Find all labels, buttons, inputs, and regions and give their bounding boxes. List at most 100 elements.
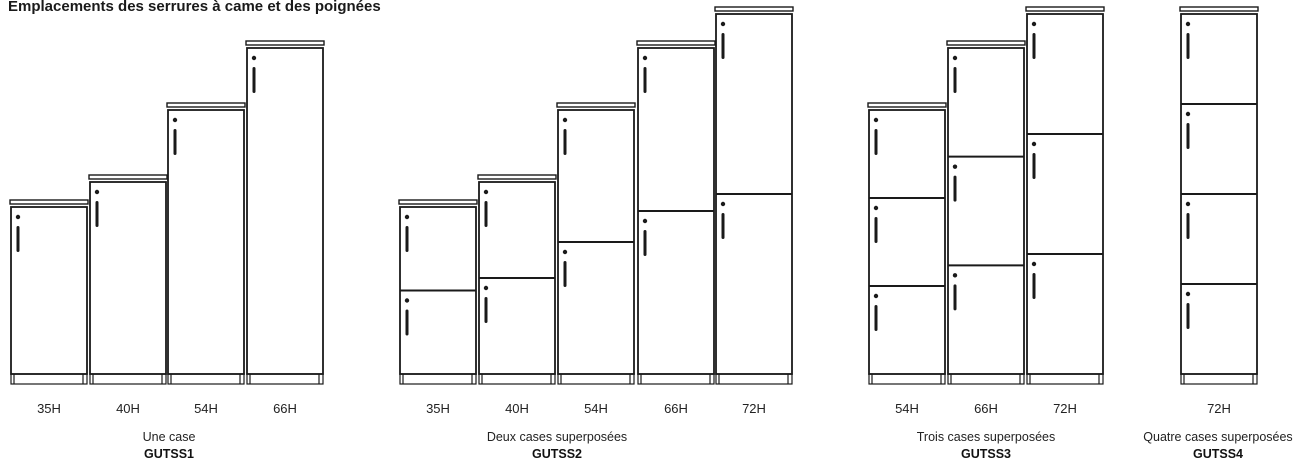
locker-top-cap (477, 174, 557, 180)
height-label: 35H (426, 401, 450, 416)
group-code: GUTSS3 (961, 447, 1011, 461)
locker-top-cap (9, 199, 89, 205)
group-description: Une case (143, 430, 196, 444)
door-handle-icon (484, 201, 488, 227)
locker-body (246, 47, 324, 375)
locker-body (1026, 13, 1104, 375)
locker-body (947, 47, 1025, 375)
locker-66h (245, 40, 325, 385)
height-label: 66H (273, 401, 297, 416)
cam-lock-icon (483, 285, 489, 291)
locker-top-cap (1179, 6, 1259, 12)
door-handle-icon (643, 230, 647, 256)
locker-group-gutss4: 72H Quatre cases superposées GUTSS4 (1143, 6, 1293, 461)
door-handle-icon (721, 33, 725, 59)
locker-35h (9, 199, 89, 385)
cam-lock-icon (1031, 141, 1037, 147)
locker-35h (398, 199, 478, 385)
locker-group-gutss1: 35H 40H 54H 66H Une case GUTSS1 (9, 40, 325, 461)
door-handle-icon (874, 217, 878, 243)
cam-lock-icon (642, 55, 648, 61)
locker-top-cap (556, 102, 636, 108)
locker-body (167, 109, 245, 375)
height-label: 40H (116, 401, 140, 416)
page-title: Emplacements des serrures à came et des … (8, 0, 381, 15)
locker-top-cap (946, 40, 1026, 46)
locker-40h (88, 174, 168, 385)
cam-lock-icon (642, 218, 648, 224)
door-handle-icon (252, 67, 256, 93)
height-label: 40H (505, 401, 529, 416)
locker-base (399, 373, 477, 385)
group-code: GUTSS2 (532, 447, 582, 461)
cam-lock-icon (1185, 21, 1191, 27)
door-handle-icon (563, 129, 567, 155)
cam-lock-icon (720, 201, 726, 207)
door-handle-icon (1032, 273, 1036, 299)
cam-lock-icon (1185, 111, 1191, 117)
locker-body (10, 206, 88, 375)
cam-lock-icon (172, 117, 178, 123)
door-handle-icon (874, 305, 878, 331)
door-handle-icon (1186, 303, 1190, 329)
cam-lock-icon (15, 214, 21, 220)
cam-lock-icon (404, 298, 410, 303)
locker-base (715, 373, 793, 385)
door-handle-icon (953, 175, 957, 202)
locker-base (1180, 373, 1258, 385)
door-handle-icon (173, 129, 177, 155)
locker-body (868, 109, 946, 375)
locker-54h (556, 102, 636, 385)
cam-lock-icon (94, 189, 100, 195)
locker-base (10, 373, 88, 385)
locker-top-cap (867, 102, 947, 108)
height-label: 66H (974, 401, 998, 416)
door-handle-icon (16, 226, 20, 252)
height-label: 54H (895, 401, 919, 416)
locker-66h (946, 40, 1026, 385)
locker-top-cap (1025, 6, 1105, 12)
height-label: 72H (742, 401, 766, 416)
cam-lock-icon (483, 189, 489, 195)
cam-lock-icon (562, 117, 568, 123)
door-handle-icon (953, 67, 957, 93)
door-handle-icon (1032, 153, 1036, 179)
locker-base (557, 373, 635, 385)
cam-lock-icon (873, 205, 879, 211)
group-description: Deux cases superposées (487, 430, 627, 444)
locker-base (246, 373, 324, 385)
door-handle-icon (95, 201, 99, 227)
cam-lock-icon (1185, 291, 1191, 297)
locker-base (167, 373, 245, 385)
locker-66h (636, 40, 716, 385)
locker-top-cap (636, 40, 716, 46)
locker-top-cap (88, 174, 168, 180)
locker-top-cap (166, 102, 246, 108)
door-handle-icon (405, 226, 409, 252)
cam-lock-icon (562, 249, 568, 255)
locker-40h (477, 174, 557, 385)
locker-base (947, 373, 1025, 385)
locker-base (478, 373, 556, 385)
cam-lock-icon (1031, 261, 1037, 267)
locker-72h (714, 6, 794, 385)
height-label: 54H (584, 401, 608, 416)
cam-lock-icon (952, 55, 958, 61)
locker-top-cap (398, 199, 478, 205)
door-handle-icon (563, 261, 567, 287)
cam-lock-icon (873, 117, 879, 123)
group-code: GUTSS1 (144, 447, 194, 461)
cam-lock-icon (251, 55, 257, 61)
height-label: 54H (194, 401, 218, 416)
locker-group-gutss3: 54H 66H 72H Trois cases superposées GUTSS3 (867, 6, 1105, 461)
locker-base (637, 373, 715, 385)
locker-base (868, 373, 946, 385)
cam-lock-icon (952, 164, 958, 169)
locker-base (1026, 373, 1104, 385)
door-handle-icon (953, 284, 957, 311)
cam-lock-icon (720, 21, 726, 27)
height-label: 66H (664, 401, 688, 416)
cam-lock-icon (404, 214, 410, 220)
cam-lock-icon (873, 293, 879, 299)
door-handle-icon (405, 309, 409, 336)
